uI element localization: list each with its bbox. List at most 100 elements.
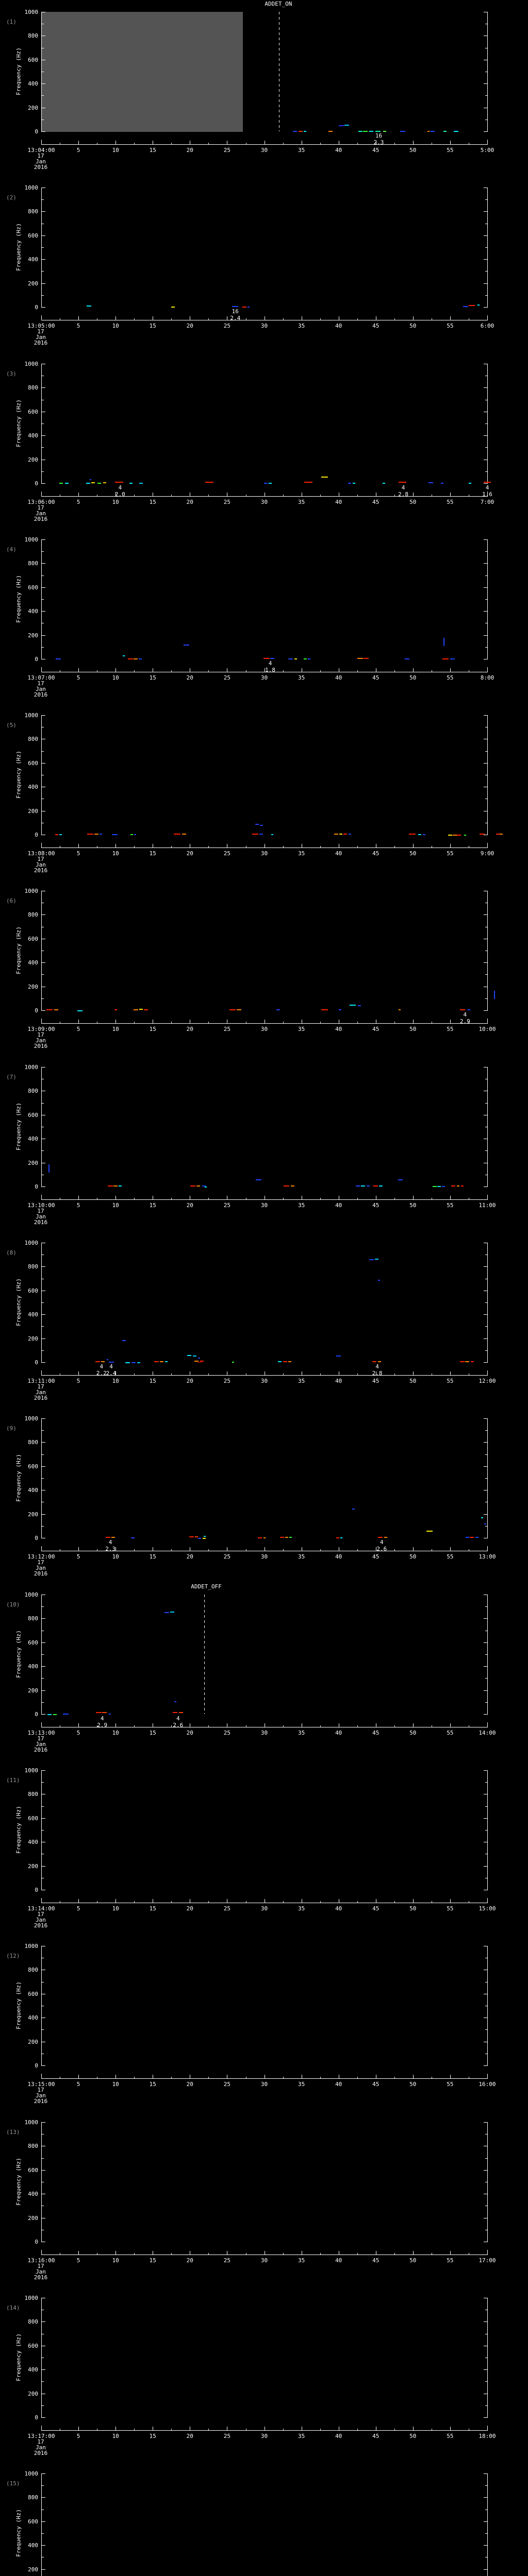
x-tick-label: 40 — [335, 850, 342, 857]
annotation: 16 2.3 — [364, 132, 394, 146]
data-point — [259, 824, 263, 826]
y-tick-right — [484, 1418, 487, 1419]
x-tick — [487, 1019, 488, 1023]
data-point — [115, 481, 124, 483]
data-point — [118, 1185, 122, 1187]
data-point — [192, 1355, 196, 1357]
y-tick-right — [484, 1690, 487, 1691]
data-point — [383, 131, 387, 132]
date-label: Jan — [36, 1741, 46, 1748]
y-axis-line — [41, 539, 42, 659]
date-label: 17 — [37, 1911, 44, 1918]
y-tick — [42, 1478, 44, 1479]
annotation-count: 4 — [108, 1539, 112, 1546]
x-tick — [41, 1370, 42, 1375]
x-tick-label: 15 — [149, 1026, 156, 1032]
x-tick-label: 50 — [409, 1553, 417, 1560]
x-tick — [412, 1371, 414, 1375]
y-tick-label: 400 — [28, 1311, 38, 1318]
x-tick — [450, 668, 451, 672]
x-tick-label: 45 — [372, 147, 380, 154]
x-tick-label: 30 — [260, 674, 268, 681]
panel-5: 0 200 400 600 800 1000 13:08:00 5 10 15 20 25 30 35 40… — [0, 703, 528, 879]
x-tick-label: 20 — [186, 674, 193, 681]
data-point — [426, 1531, 433, 1532]
y-tick — [42, 587, 45, 588]
y-tick-label: 400 — [28, 2191, 38, 2197]
x-tick — [450, 1371, 451, 1375]
data-point — [102, 1712, 107, 1714]
x-minor-tick — [357, 1374, 358, 1376]
data-point — [452, 834, 457, 836]
y-tick-label: 0 — [35, 2414, 38, 2421]
annotation: 4 1.6 — [472, 484, 503, 498]
data-point — [339, 834, 342, 835]
date-label: Jan — [36, 1037, 46, 1044]
panel-title: ADDET_OFF — [191, 1583, 222, 1590]
data-point — [457, 834, 461, 836]
data-point — [255, 824, 259, 825]
panel-number: (13) — [6, 2129, 20, 2136]
x-tick-label: 25 — [223, 1202, 231, 1209]
data-point — [202, 1185, 206, 1187]
y-tick-label: 0 — [35, 1535, 38, 1541]
data-point — [430, 131, 435, 132]
x-tick — [450, 844, 451, 848]
data-streak — [48, 1164, 50, 1173]
x-minor-tick — [171, 1725, 172, 1727]
x-tick — [487, 1546, 488, 1551]
date-label: Jan — [36, 510, 46, 517]
data-point — [106, 1536, 111, 1538]
y-tick — [42, 1466, 45, 1467]
x-tick-label: 5 — [76, 1026, 80, 1032]
data-point — [294, 658, 297, 659]
y-tick-right — [485, 2485, 487, 2486]
y-tick-label: 0 — [35, 1887, 38, 1893]
x-minor-tick — [134, 143, 135, 145]
y-tick — [42, 199, 44, 200]
data-point — [321, 1009, 328, 1010]
x-tick-label: 10 — [112, 2081, 119, 2088]
data-point — [440, 483, 443, 484]
y-tick — [42, 563, 45, 564]
x-minor-tick — [171, 318, 172, 320]
data-point — [112, 834, 118, 835]
y-tick-label: 600 — [28, 2343, 38, 2349]
data-point — [408, 834, 416, 835]
x-tick-label: 13:08:00 — [27, 850, 55, 857]
y-tick-label: 200 — [28, 2391, 38, 2397]
x-tick-label: 40 — [335, 2257, 342, 2264]
data-point — [111, 1536, 116, 1538]
data-point — [369, 131, 374, 132]
data-point — [139, 483, 143, 484]
x-tick-label: 15 — [149, 2257, 156, 2264]
x-minor-tick — [208, 2429, 209, 2431]
y-axis-title: Frequency (Hz) — [15, 223, 22, 271]
x-minor-tick — [134, 2253, 135, 2255]
data-point — [252, 834, 259, 835]
panel-6: 0 200 400 600 800 1000 13:09:00 5 10 15 20 25 30 35 40… — [0, 879, 528, 1055]
annotation-count: 16 — [232, 308, 239, 315]
x-tick-label: 45 — [372, 1730, 380, 1736]
data-point — [202, 1537, 206, 1539]
x-minor-tick — [283, 1022, 284, 1024]
x-tick-label: 35 — [298, 147, 305, 154]
y-tick-label: 600 — [28, 760, 38, 767]
x-tick — [487, 2074, 488, 2078]
y-tick-label: 600 — [28, 936, 38, 942]
y-tick-label: 1000 — [24, 1415, 39, 1422]
x-tick-label: 30 — [260, 2433, 268, 2439]
data-point — [358, 131, 362, 132]
x-tick — [78, 493, 79, 496]
y-tick-right — [485, 751, 487, 752]
x-tick-label: 25 — [223, 147, 231, 154]
data-point — [484, 1523, 486, 1525]
date-label: Jan — [36, 334, 46, 341]
x-minor-tick — [208, 143, 209, 145]
x-minor-tick — [208, 2253, 209, 2255]
y-tick-label: 1000 — [24, 9, 39, 15]
x-minor-tick — [283, 1198, 284, 1200]
y-tick-right — [485, 1302, 487, 1303]
x-tick-label: 15 — [149, 1202, 156, 1209]
x-minor-tick — [357, 2077, 358, 2079]
